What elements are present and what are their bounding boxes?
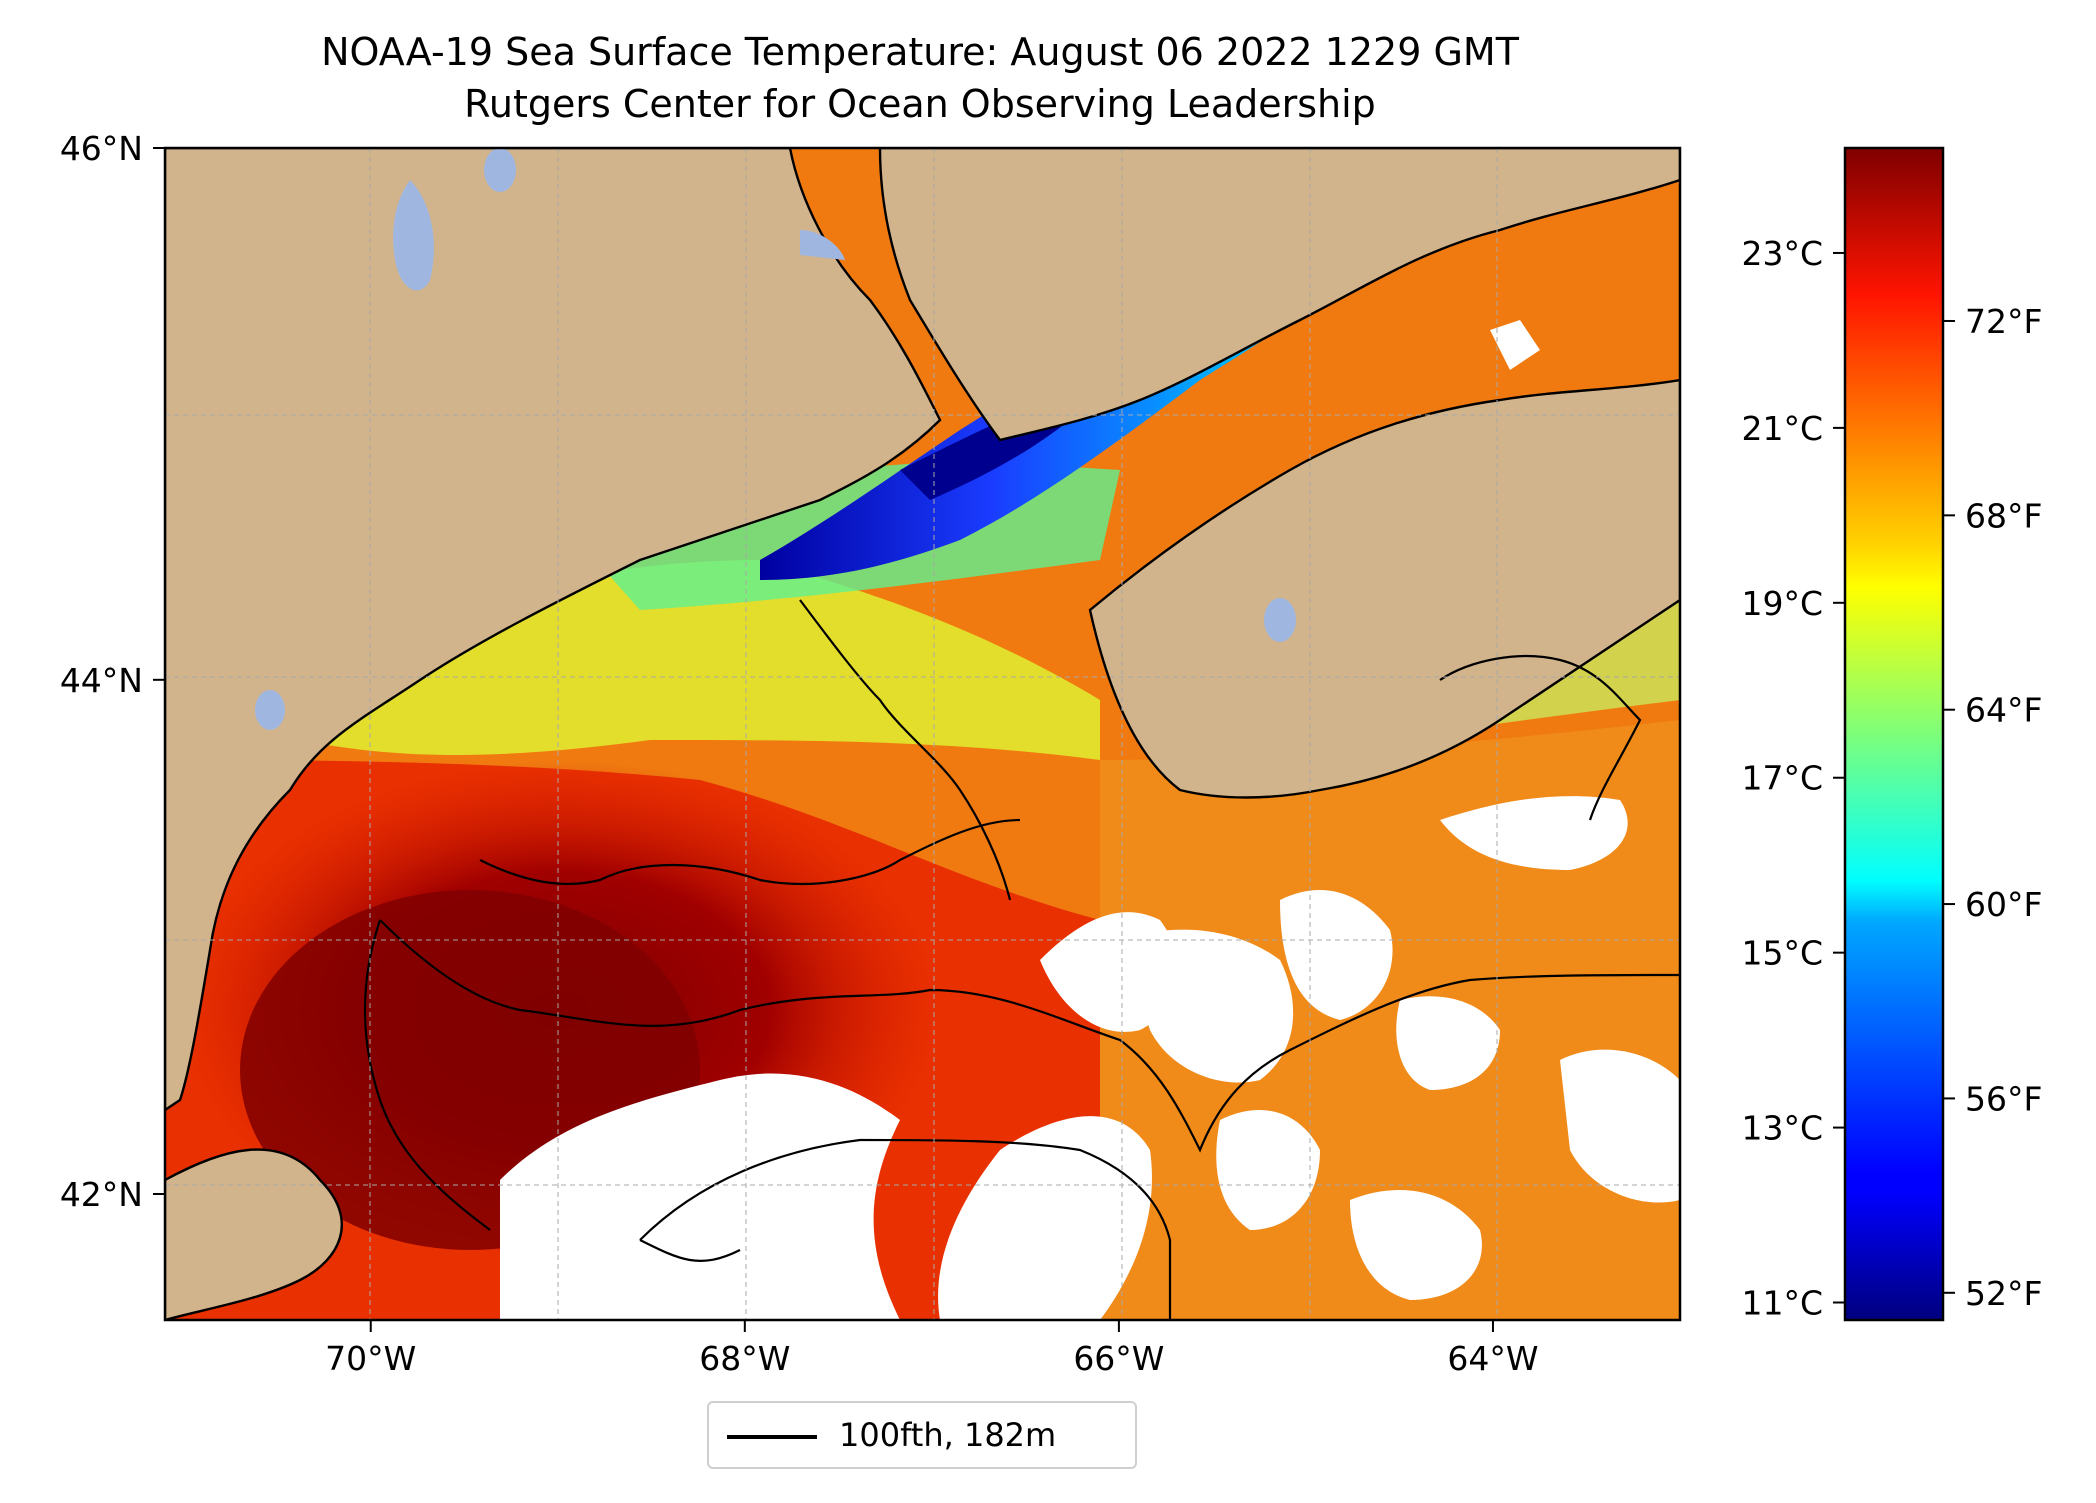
colorbar-celsius-axis: 23°C 21°C 19°C 17°C 15°C 13°C 11°C [1741, 234, 1845, 1323]
graticule [165, 148, 1680, 1320]
celsius-tick-label: 17°C [1741, 759, 1823, 798]
cape-cod-land [165, 1148, 343, 1320]
lon-tick-label: 66°W [1073, 1339, 1164, 1378]
celsius-tick-label: 13°C [1741, 1109, 1823, 1148]
contour-100fth-scotian-shelf [1439, 654, 1642, 821]
celsius-tick-label: 21°C [1741, 409, 1823, 448]
fahrenheit-tick-label: 56°F [1965, 1079, 2042, 1118]
colorbar-fahrenheit-axis: 72°F 68°F 64°F 60°F 56°F 52°F [1943, 302, 2042, 1313]
legend-contour-label: 100fth, 182m [839, 1416, 1057, 1454]
contour-100fth-georges-bank-tip [639, 1239, 741, 1262]
lon-tick-label: 68°W [699, 1339, 790, 1378]
maine-new-england-land [165, 148, 942, 1112]
celsius-tick-label: 23°C [1741, 234, 1823, 273]
contour-100fth-jordan-basin [479, 818, 1021, 886]
lat-tick-label: 44°N [60, 661, 143, 700]
map-subtitle: Rutgers Center for Ocean Observing Leade… [464, 82, 1376, 126]
lat-tick-label: 46°N [60, 129, 143, 168]
depth-contours [363, 599, 1680, 1320]
celsius-tick-label: 11°C [1741, 1284, 1823, 1323]
lakes [255, 148, 1296, 730]
map-area [165, 148, 1680, 1320]
fahrenheit-tick-label: 72°F [1965, 302, 2042, 341]
map-title: NOAA-19 Sea Surface Temperature: August … [321, 30, 1519, 74]
new-brunswick-land [878, 148, 1680, 442]
celsius-tick-label: 15°C [1741, 934, 1823, 973]
colorbar-frame [1843, 146, 1945, 1322]
fahrenheit-tick-label: 68°F [1965, 496, 2042, 535]
lat-tick-label: 42°N [60, 1175, 143, 1214]
cloud-nodata-areas [500, 148, 1680, 1320]
contour-100fth-inner-gulf [799, 599, 1012, 901]
lon-tick-label: 70°W [325, 1339, 416, 1378]
contour-100fth-georges-basin [363, 919, 491, 1231]
longitude-axis: 70°W 68°W 66°W 64°W [325, 1320, 1539, 1378]
legend-contour-swatch [727, 1435, 817, 1439]
fahrenheit-tick-label: 52°F [1965, 1274, 2042, 1313]
lon-tick-label: 64°W [1447, 1339, 1538, 1378]
nova-scotia-land [1088, 378, 1680, 799]
colorbar-scale [1845, 148, 1943, 1320]
fahrenheit-tick-label: 64°F [1965, 691, 2042, 730]
latitude-axis: 46°N 44°N 42°N [60, 129, 165, 1214]
map-frame [163, 146, 1682, 1322]
legend: 100fth, 182m [707, 1401, 1137, 1469]
land-masses [165, 148, 1680, 1320]
celsius-tick-label: 19°C [1741, 584, 1823, 623]
fahrenheit-tick-label: 60°F [1965, 885, 2042, 924]
contour-100fth-shelf-break [379, 919, 1680, 1153]
